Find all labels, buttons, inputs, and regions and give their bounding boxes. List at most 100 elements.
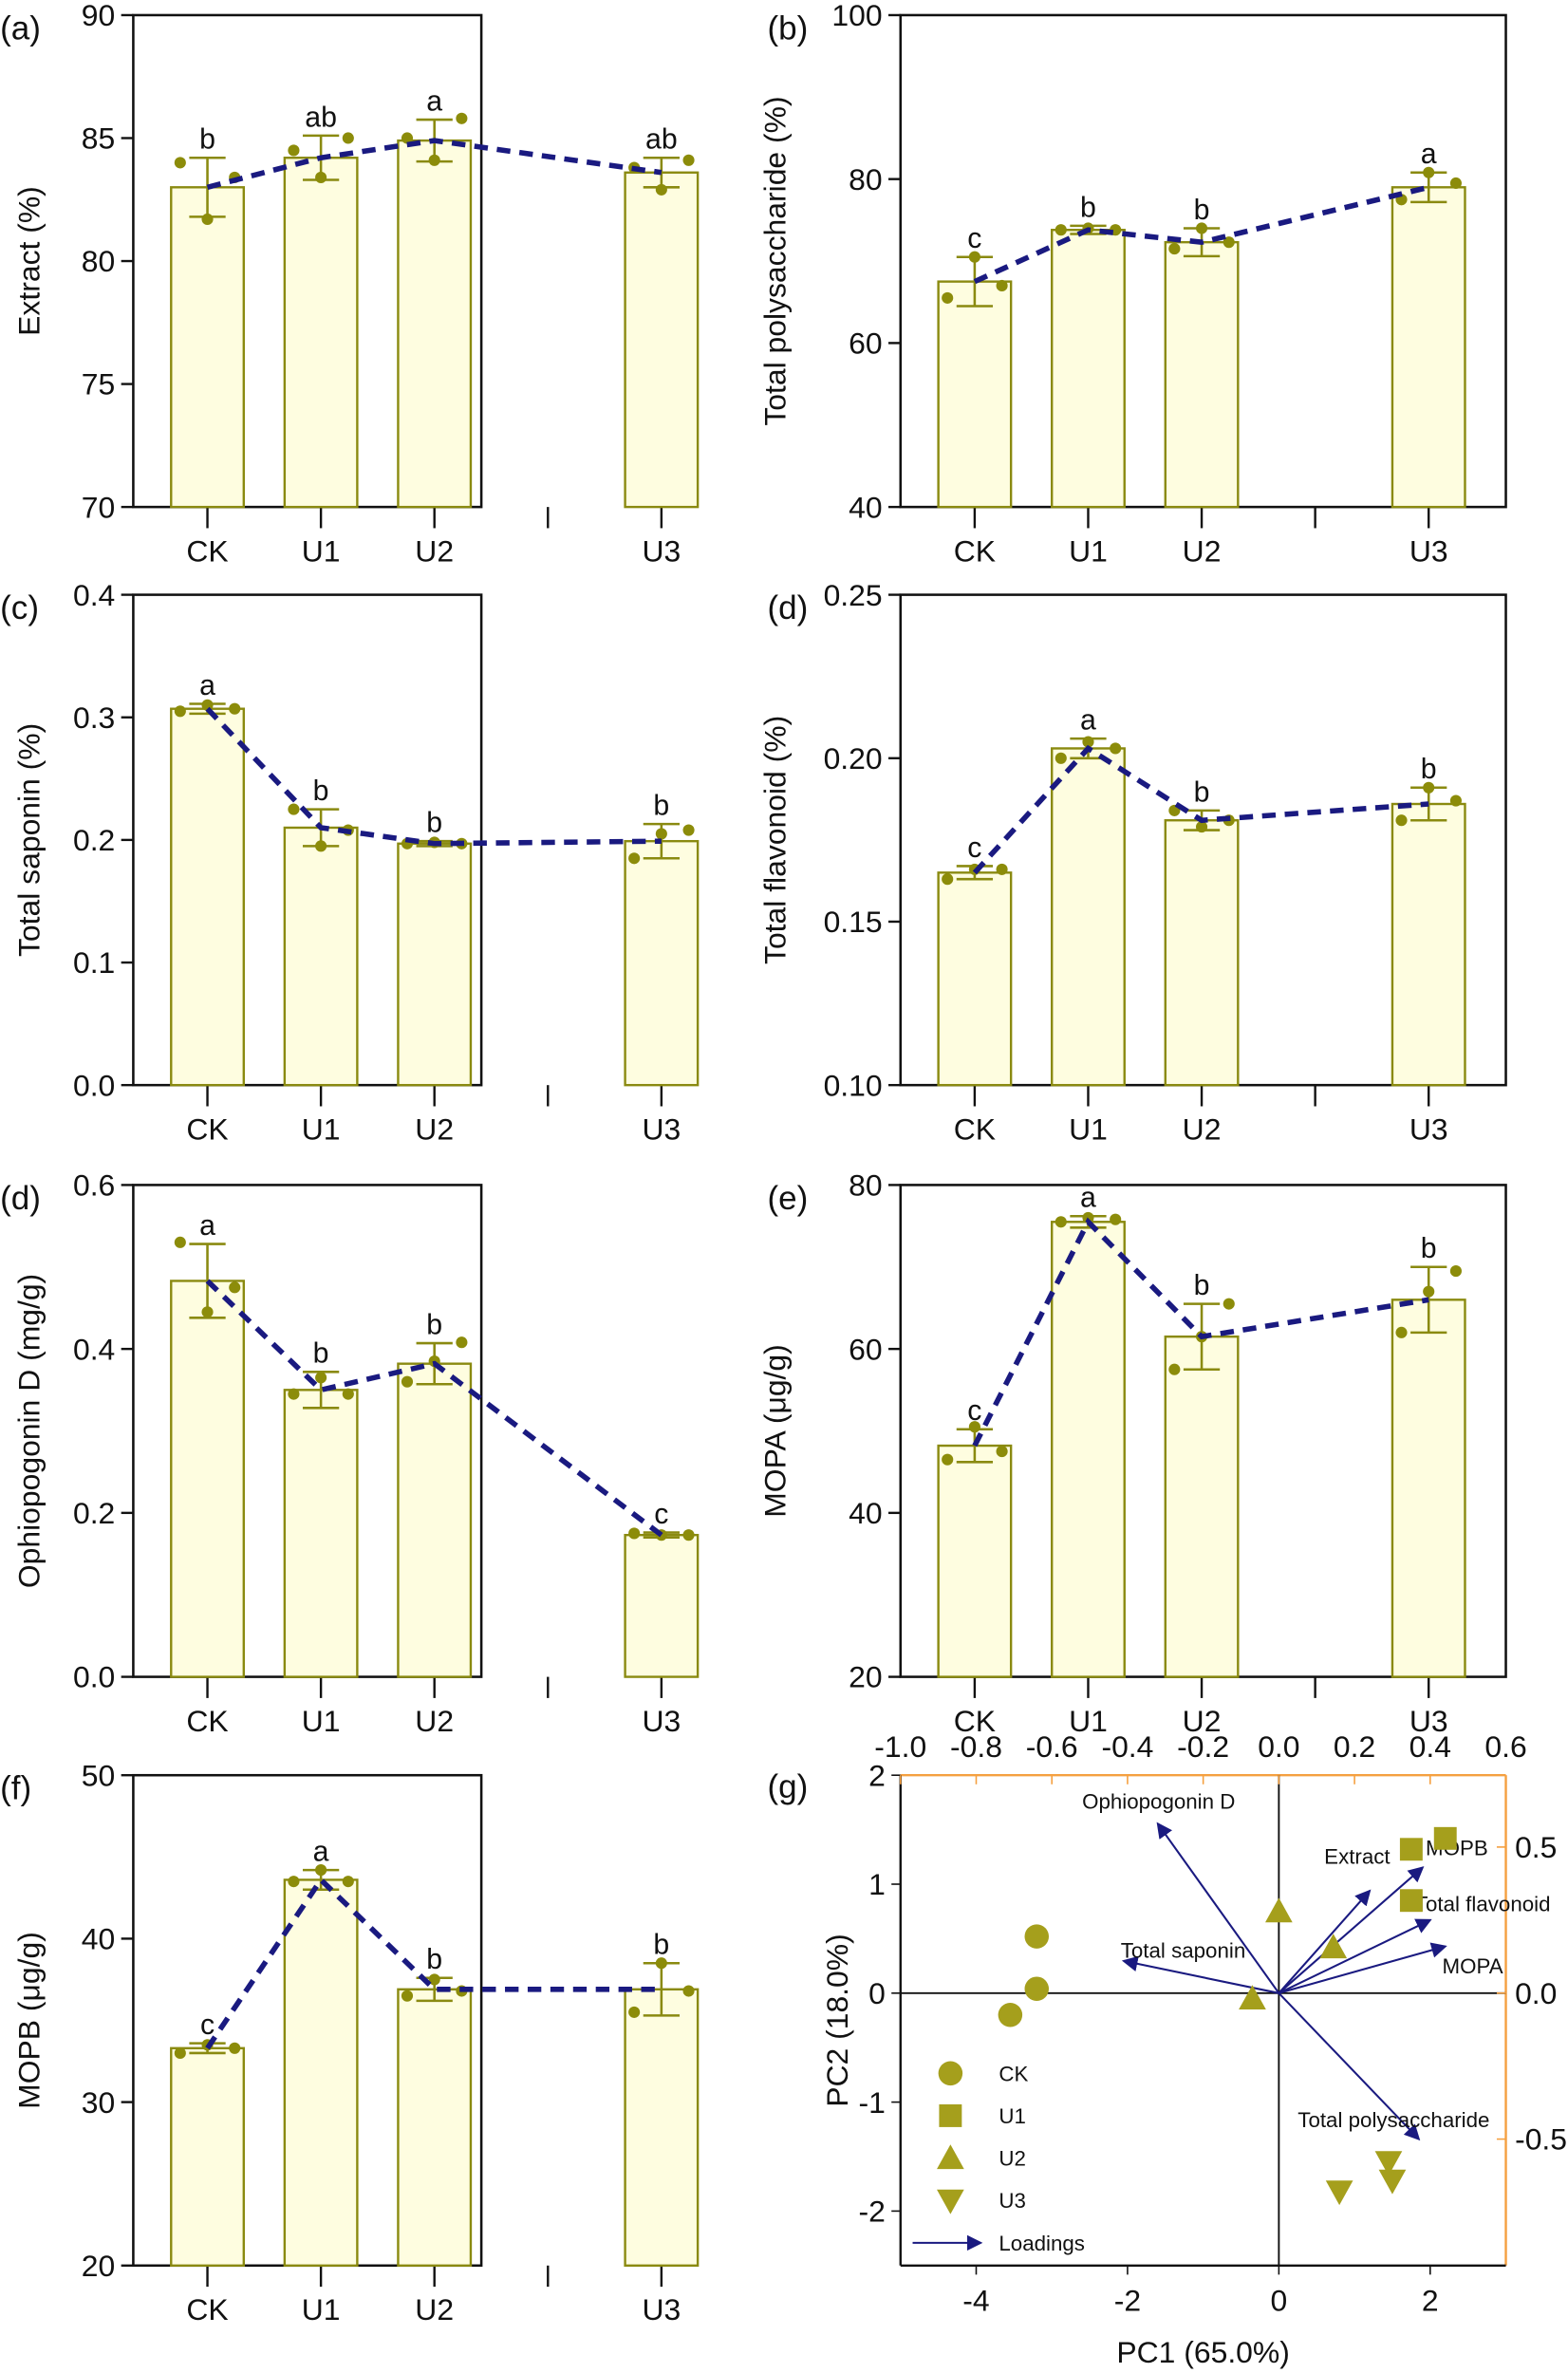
significance-letter: c — [967, 832, 981, 864]
y-tick-label: 30 — [82, 2085, 115, 2120]
x-tick-label: U1 — [302, 2292, 341, 2326]
top-tick-label: 0.0 — [1258, 1729, 1299, 1764]
replicate-point — [428, 1973, 440, 1986]
x-tick-label: U1 — [302, 534, 341, 569]
legend-label: CK — [999, 2062, 1028, 2085]
significance-letter: b — [1421, 1233, 1437, 1264]
y-tick-label: 40 — [849, 490, 882, 524]
replicate-point — [315, 1864, 327, 1877]
replicate-point — [201, 1306, 214, 1318]
replicate-point — [174, 1236, 186, 1248]
y-tick-label: 70 — [82, 490, 115, 524]
y-tick-label: 2 — [868, 1758, 886, 1792]
replicate-point — [996, 863, 1008, 875]
y-tick-label: 0.0 — [73, 1068, 115, 1102]
y-tick-label: 40 — [849, 1496, 882, 1530]
replicate-point — [342, 1876, 354, 1888]
panel-label: (d) — [767, 589, 808, 626]
x-tick-label: U3 — [642, 2292, 681, 2326]
y-tick-label: -2 — [858, 2195, 885, 2229]
significance-letter: c — [967, 1395, 981, 1427]
y-tick-label: 0.4 — [73, 578, 115, 612]
replicate-point — [174, 705, 186, 718]
replicate-point — [1449, 794, 1462, 807]
significance-letter: c — [967, 223, 981, 254]
y-tick-label: 100 — [831, 0, 882, 32]
replicate-point — [682, 1529, 695, 1542]
bar-CK — [170, 186, 245, 509]
x-tick-label: 2 — [1422, 2284, 1439, 2318]
loading-arrow — [1121, 1955, 1279, 1994]
panel-label: (b) — [767, 9, 808, 47]
y-tick-label: 1 — [868, 1867, 886, 1901]
y-tick-label: 80 — [849, 162, 882, 196]
replicate-point — [1195, 821, 1208, 833]
replicate-point — [288, 1388, 300, 1400]
score-point-U1 — [1399, 1889, 1423, 1913]
score-point-U3 — [1378, 2169, 1407, 2195]
x-tick-label: CK — [954, 1704, 996, 1738]
x-tick-label: U1 — [1069, 534, 1108, 569]
x-tick-label: U2 — [415, 534, 454, 569]
legend-marker-U2 — [937, 2144, 964, 2170]
bar-CK — [170, 707, 245, 1087]
replicate-point — [942, 291, 954, 304]
significance-letter: b — [313, 1338, 329, 1370]
significance-letter: a — [1421, 139, 1437, 170]
bar-U2 — [397, 1988, 473, 2267]
loading-arrow — [1278, 1889, 1372, 1994]
significance-letter: c — [200, 2009, 215, 2041]
x-tick-label: U1 — [1069, 1704, 1108, 1738]
score-point-CK — [1024, 1924, 1050, 1949]
y-tick-label: 80 — [849, 1168, 882, 1203]
replicate-point — [428, 154, 440, 166]
y-axis-title: Total polysaccharide (%) — [758, 96, 793, 425]
replicate-point — [174, 157, 186, 169]
loading-arrow — [1278, 1918, 1432, 1994]
top-tick-label: -0.8 — [950, 1729, 1002, 1764]
significance-letter: b — [1194, 776, 1210, 808]
y-tick-label: 0.6 — [73, 1168, 115, 1203]
y-tick-label: 0.15 — [824, 905, 883, 939]
y-tick-label: 0.25 — [824, 578, 883, 612]
top-tick-label: 0.6 — [1484, 1729, 1526, 1764]
significance-letter: b — [1194, 195, 1210, 226]
bar-U3 — [1391, 186, 1466, 509]
x-tick-label: U2 — [1183, 1112, 1222, 1147]
score-point-U2 — [1319, 1934, 1348, 1959]
significance-letter: b — [426, 808, 442, 839]
y-tick-label: 50 — [82, 1758, 115, 1792]
replicate-point — [1395, 814, 1408, 827]
replicate-point — [456, 112, 468, 124]
bar-U1 — [283, 826, 359, 1087]
y-axis-title: MOPB (μg/g) — [12, 1932, 47, 2109]
replicate-point — [655, 828, 667, 840]
significance-letter: b — [313, 775, 329, 807]
bar-U1 — [1051, 747, 1126, 1087]
trend-line — [206, 138, 663, 191]
bar-U2 — [1164, 1335, 1240, 1678]
replicate-point — [655, 183, 667, 196]
significance-letter: b — [1080, 192, 1096, 223]
replicate-point — [682, 1985, 695, 1997]
replicate-point — [1082, 736, 1094, 748]
trend-line — [973, 184, 1429, 285]
y-tick-label: 0.0 — [73, 1660, 115, 1694]
legend-marker-U3 — [937, 2189, 964, 2214]
y-tick-label: 20 — [849, 1660, 882, 1694]
replicate-point — [1395, 1326, 1408, 1338]
replicate-point — [1449, 1265, 1462, 1278]
y-tick-label: 0.2 — [73, 1496, 115, 1530]
replicate-point — [315, 1372, 327, 1384]
y-tick-label: 0.3 — [73, 701, 115, 735]
bar-U1 — [1051, 1221, 1126, 1678]
replicate-point — [288, 1876, 300, 1888]
x-tick-label: U3 — [1409, 534, 1448, 569]
x-tick-label: U3 — [1409, 1704, 1448, 1738]
legend-label: U2 — [999, 2147, 1026, 2171]
significance-letter: c — [654, 1499, 668, 1530]
loading-label: Extract — [1324, 1844, 1391, 1868]
replicate-point — [628, 2006, 641, 2018]
score-point-U3 — [1325, 2180, 1353, 2206]
panel-label: (c) — [0, 589, 39, 626]
